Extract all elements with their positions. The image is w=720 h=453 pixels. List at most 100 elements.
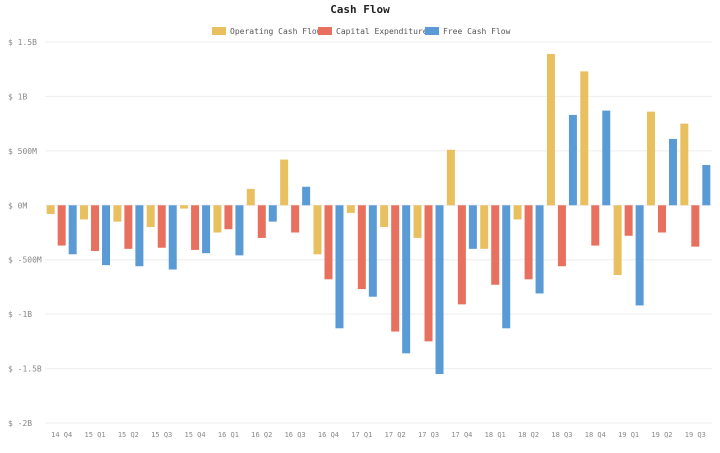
y-tick-label: $ -1B (8, 310, 32, 319)
legend-swatch[interactable] (212, 27, 226, 35)
x-tick-label: 16 Q2 (251, 431, 272, 439)
y-axis: $ 1.5B $ 1B $ 500M $ 0M $ -500M $ -1B $ -1.5B $… (8, 38, 42, 428)
legend-swatch[interactable] (425, 27, 439, 35)
bar-capital-expenditures[interactable] (124, 205, 133, 249)
bar-capital-expenditures[interactable] (491, 205, 500, 285)
x-tick-label: 18 Q1 (485, 431, 506, 439)
legend-swatch[interactable] (318, 27, 332, 35)
y-tick-label: $ -2B (8, 419, 32, 428)
bar-free-cash-flow[interactable] (435, 205, 444, 375)
bar-capital-expenditures[interactable] (557, 205, 566, 267)
bar-operating-cash-flow[interactable] (580, 71, 589, 206)
y-tick-label: $ 0M (8, 201, 27, 210)
bar-capital-expenditures[interactable] (424, 205, 433, 342)
bar-free-cash-flow[interactable] (68, 205, 77, 255)
bar-capital-expenditures[interactable] (291, 205, 300, 233)
bar-capital-expenditures[interactable] (257, 205, 266, 238)
y-tick-label: $ -500M (8, 256, 42, 265)
bar-capital-expenditures[interactable] (57, 205, 66, 246)
bar-capital-expenditures[interactable] (224, 205, 233, 230)
legend-label[interactable]: Capital Expenditures (336, 27, 433, 36)
x-tick-label: 19 Q2 (651, 431, 672, 439)
y-tick-label: $ -1.5B (8, 365, 42, 374)
legend: Operating Cash Flow Capital Expenditures F… (212, 27, 511, 36)
bar-operating-cash-flow[interactable] (613, 205, 622, 275)
x-tick-label: 17 Q1 (351, 431, 372, 439)
bar-free-cash-flow[interactable] (235, 205, 244, 256)
bar-capital-expenditures[interactable] (457, 205, 466, 305)
bar-operating-cash-flow[interactable] (480, 205, 489, 249)
bar-operating-cash-flow[interactable] (680, 123, 689, 206)
x-tick-label: 18 Q3 (551, 431, 572, 439)
bar-operating-cash-flow[interactable] (280, 159, 289, 206)
x-tick-label: 17 Q4 (451, 431, 472, 439)
bar-operating-cash-flow[interactable] (80, 205, 89, 220)
bar-free-cash-flow[interactable] (502, 205, 511, 329)
bar-operating-cash-flow[interactable] (380, 205, 389, 228)
bar-operating-cash-flow[interactable] (313, 205, 322, 255)
bar-operating-cash-flow[interactable] (513, 205, 522, 220)
bar-free-cash-flow[interactable] (602, 110, 611, 206)
gridlines (45, 41, 712, 424)
bar-free-cash-flow[interactable] (702, 165, 711, 206)
bar-capital-expenditures[interactable] (591, 205, 600, 246)
x-tick-label: 18 Q4 (585, 431, 606, 439)
bar-operating-cash-flow[interactable] (413, 205, 422, 238)
x-tick-label: 16 Q4 (318, 431, 339, 439)
bar-operating-cash-flow[interactable] (546, 53, 555, 206)
bar-operating-cash-flow[interactable] (180, 205, 189, 209)
x-tick-label: 19 Q3 (685, 431, 706, 439)
bar-capital-expenditures[interactable] (157, 205, 166, 248)
bar-operating-cash-flow[interactable] (246, 188, 255, 206)
bar-free-cash-flow[interactable] (402, 205, 411, 354)
y-tick-label: $ 500M (8, 147, 37, 156)
y-tick-label: $ 1B (8, 92, 27, 101)
x-tick-label: 18 Q2 (518, 431, 539, 439)
bar-operating-cash-flow[interactable] (446, 149, 455, 206)
bar-capital-expenditures[interactable] (324, 205, 333, 280)
bar-operating-cash-flow[interactable] (213, 205, 222, 233)
x-tick-label: 16 Q1 (218, 431, 239, 439)
bars (46, 53, 711, 375)
bar-free-cash-flow[interactable] (635, 205, 644, 306)
bar-capital-expenditures[interactable] (391, 205, 400, 332)
bar-capital-expenditures[interactable] (91, 205, 100, 252)
bar-operating-cash-flow[interactable] (646, 111, 655, 206)
x-tick-label: 17 Q2 (385, 431, 406, 439)
bar-free-cash-flow[interactable] (302, 186, 311, 206)
x-tick-label: 15 Q3 (151, 431, 172, 439)
bar-free-cash-flow[interactable] (368, 205, 377, 297)
bar-free-cash-flow[interactable] (668, 138, 677, 206)
bar-capital-expenditures[interactable] (191, 205, 200, 250)
bar-free-cash-flow[interactable] (202, 205, 211, 254)
bar-free-cash-flow[interactable] (135, 205, 144, 267)
bar-capital-expenditures[interactable] (357, 205, 366, 290)
bar-capital-expenditures[interactable] (691, 205, 700, 247)
bar-free-cash-flow[interactable] (335, 205, 344, 329)
x-tick-label: 15 Q4 (185, 431, 206, 439)
bar-free-cash-flow[interactable] (168, 205, 177, 270)
bar-free-cash-flow[interactable] (568, 114, 577, 206)
legend-label[interactable]: Free Cash Flow (443, 27, 511, 36)
bar-free-cash-flow[interactable] (468, 205, 477, 249)
x-tick-label: 19 Q1 (618, 431, 639, 439)
bar-free-cash-flow[interactable] (535, 205, 544, 294)
bar-capital-expenditures[interactable] (524, 205, 533, 280)
legend-label[interactable]: Operating Cash Flow (230, 27, 322, 36)
bar-operating-cash-flow[interactable] (346, 205, 355, 213)
bar-capital-expenditures[interactable] (624, 205, 633, 236)
bar-operating-cash-flow[interactable] (46, 205, 55, 214)
x-tick-label: 17 Q3 (418, 431, 439, 439)
chart-title: Cash Flow (330, 3, 390, 16)
bar-capital-expenditures[interactable] (657, 205, 666, 233)
x-axis: 14 Q4 15 Q1 15 Q2 15 Q3 15 Q4 16 Q1 16 Q2 16 Q3… (51, 431, 706, 439)
bar-free-cash-flow[interactable] (268, 205, 277, 222)
y-tick-label: $ 1.5B (8, 38, 37, 47)
bar-operating-cash-flow[interactable] (113, 205, 122, 222)
x-tick-label: 16 Q3 (285, 431, 306, 439)
bar-free-cash-flow[interactable] (102, 205, 111, 266)
bar-operating-cash-flow[interactable] (146, 205, 155, 228)
x-tick-label: 15 Q2 (118, 431, 139, 439)
